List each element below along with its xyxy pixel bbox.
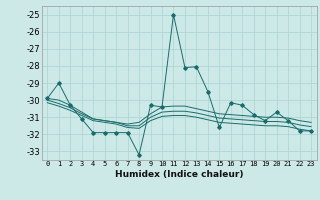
X-axis label: Humidex (Indice chaleur): Humidex (Indice chaleur) — [115, 170, 244, 179]
